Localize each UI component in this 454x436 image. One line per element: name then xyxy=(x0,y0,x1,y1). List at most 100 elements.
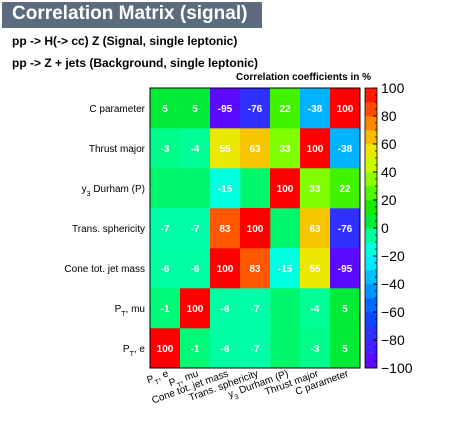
colorbar-segment xyxy=(365,298,377,313)
cell-value-label: 22 xyxy=(279,104,291,115)
heatmap-cell xyxy=(180,288,211,329)
heatmap-cell xyxy=(240,248,271,289)
heatmap-cell xyxy=(150,128,181,169)
heatmap-cell xyxy=(330,328,361,369)
cell-value-label: 33 xyxy=(279,144,291,155)
heatmap-cell xyxy=(330,208,361,249)
cell-value-label: 100 xyxy=(247,224,264,235)
y-tick-label: Cone tot. jet mass xyxy=(64,264,145,275)
colorbar-segment xyxy=(365,214,377,229)
cell-value-label: 55 xyxy=(309,264,321,275)
cell-value-label: -15 xyxy=(278,264,293,275)
colorbar-segment xyxy=(365,186,377,201)
colorbar-segment xyxy=(365,158,377,173)
colorbar-segment xyxy=(365,284,377,299)
cell-value-label: -95 xyxy=(338,264,353,275)
heatmap-cell xyxy=(240,288,271,329)
heatmap-cell xyxy=(210,88,241,129)
cell-value-label: -6 xyxy=(161,264,170,275)
heatmap-cell xyxy=(150,328,181,369)
cell-value-label: -38 xyxy=(338,144,353,155)
heatmap-cell xyxy=(270,248,301,289)
cell-value-label: 100 xyxy=(187,304,204,315)
colorbar-segment xyxy=(365,270,377,285)
colorbar-segment xyxy=(365,172,377,187)
cell-value-label: -6 xyxy=(221,344,230,355)
heatmap-cell xyxy=(270,128,301,169)
colorbar-segment xyxy=(365,200,377,215)
heatmap-cell xyxy=(300,168,331,209)
heatmap-cell xyxy=(330,128,361,169)
colorbar-segment xyxy=(365,102,377,117)
heatmap-cell xyxy=(180,208,211,249)
heatmap-cell xyxy=(300,288,331,329)
cell-value-label: 100 xyxy=(307,144,324,155)
cell-value-label: -3 xyxy=(311,344,320,355)
heatmap-cell xyxy=(330,248,361,289)
heatmap-cell xyxy=(210,168,241,209)
cell-value-label: 63 xyxy=(249,144,261,155)
cell-value-label: -1 xyxy=(191,344,200,355)
heatmap-cell xyxy=(240,88,271,129)
cell-value-label: -4 xyxy=(311,304,320,315)
heatmap-cell xyxy=(180,88,211,129)
page-title: Correlation Matrix (signal) xyxy=(12,3,248,24)
heatmap-cell xyxy=(300,128,331,169)
heatmap-cell xyxy=(270,168,301,209)
title-banner: Correlation Matrix (signal) xyxy=(2,2,262,28)
cell-value-label: -1 xyxy=(161,304,170,315)
cell-value-label: -38 xyxy=(308,104,323,115)
y-tick-label: PT, mu xyxy=(115,304,145,318)
cell-value-label: -95 xyxy=(218,104,233,115)
x-tick-label: PT, e xyxy=(146,368,172,388)
heatmap-cell xyxy=(300,88,331,129)
heatmap-cell xyxy=(150,248,181,289)
cell-value-label: -6 xyxy=(221,304,230,315)
heatmap-cell xyxy=(300,328,331,369)
heatmap-cell xyxy=(180,128,211,169)
cell-value-label: 100 xyxy=(337,104,354,115)
heatmap-cell xyxy=(180,328,211,369)
cell-value-label: -7 xyxy=(251,344,260,355)
cell-value-label: -15 xyxy=(218,184,233,195)
heatmap-cell xyxy=(240,208,271,249)
y-tick-label: y3 Durham (P) xyxy=(82,184,145,198)
plot-frame xyxy=(149,87,361,369)
background-process-label: pp -> Z + jets (Background, single lepto… xyxy=(12,56,259,70)
heatmap-cell xyxy=(150,288,181,329)
colorbar-tick-label: −100 xyxy=(381,360,413,376)
cell-value-label: 5 xyxy=(342,304,348,315)
colorbar-tick-label: −80 xyxy=(381,332,405,348)
heatmap-cell xyxy=(210,208,241,249)
heatmap-cell xyxy=(180,248,211,289)
y-axis-labels: PT, e PT, mu Cone tot. jet mass Trans. sphe… xyxy=(64,104,145,358)
heatmap-cell xyxy=(210,128,241,169)
colorbar-segment xyxy=(365,326,377,341)
heatmap-cell xyxy=(330,168,361,209)
cell-value-label: 83 xyxy=(219,224,231,235)
cell-value-label: -3 xyxy=(161,144,170,155)
y-tick-label: PT, e xyxy=(123,344,146,358)
heatmap-cell xyxy=(240,128,271,169)
colorbar-segment xyxy=(365,88,377,103)
chart-title: Correlation coefficients in % xyxy=(236,72,372,83)
colorbar-tick-label: −40 xyxy=(381,276,405,292)
cell-value-label: -7 xyxy=(251,304,260,315)
signal-process-label: pp -> H(-> cc) Z (Signal, single leptoni… xyxy=(12,34,238,48)
colorbar-segment xyxy=(365,130,377,145)
heatmap-cell xyxy=(210,248,241,289)
colorbar-tick-label: 80 xyxy=(381,108,397,124)
y-tick-label: C parameter xyxy=(89,104,145,115)
colorbar-segment xyxy=(365,144,377,159)
colorbar-tick-label: −20 xyxy=(381,248,405,264)
heatmap-cell xyxy=(240,328,271,369)
cell-value-label: 5 xyxy=(192,104,198,115)
colorbar-segment xyxy=(365,228,377,243)
heatmap-cell xyxy=(300,248,331,289)
cell-value-label: 5 xyxy=(342,344,348,355)
cell-value-label: 100 xyxy=(277,184,294,195)
colorbar-tick-label: 60 xyxy=(381,136,397,152)
colorbar: 100 80 60 40 20 0 −20 −40 −60 −80 −100 xyxy=(364,80,413,376)
